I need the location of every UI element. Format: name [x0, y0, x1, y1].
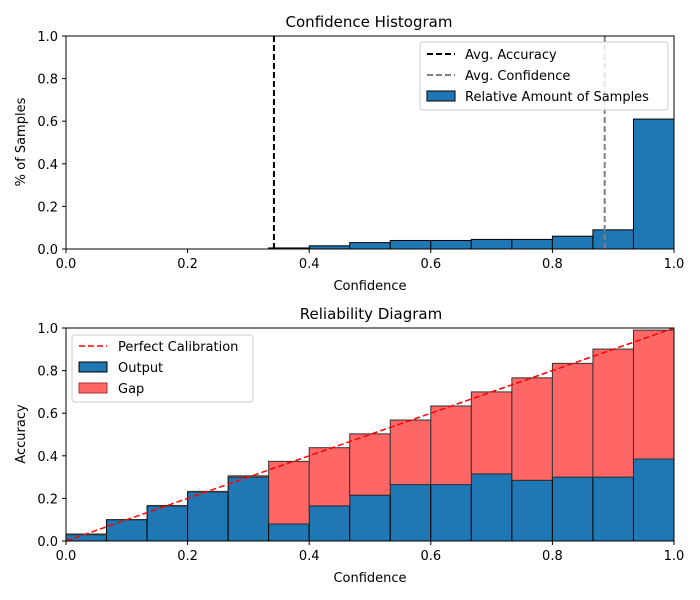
gap-bar — [308, 447, 351, 507]
histogram-legend: Avg. Accuracy Avg. Confidence Relative A… — [419, 41, 669, 111]
histogram-xtick-label: 1.0 — [664, 257, 685, 272]
reliability-ytick-label: 0.8 — [37, 365, 58, 380]
histogram-bar — [470, 238, 513, 250]
histogram-xtick-label: 0.4 — [299, 257, 320, 272]
legend-gap: Gap — [118, 382, 144, 397]
reliability-x-label: Confidence — [333, 571, 406, 586]
histogram-x-ticks: 0.0 0.2 0.4 0.6 0.8 1.0 — [56, 249, 685, 272]
reliability-x-ticks: 0.0 0.2 0.4 0.6 0.8 1.0 — [56, 541, 685, 564]
output-bar — [592, 476, 634, 542]
output-bar — [511, 479, 553, 542]
histogram-ytick-label: 0.2 — [37, 200, 58, 215]
reliability-xtick-label: 0.4 — [299, 549, 320, 564]
output-bar — [65, 534, 108, 542]
reliability-xtick-label: 0.0 — [56, 549, 77, 564]
reliability-title: Reliability Diagram — [300, 305, 442, 323]
histogram-ytick-label: 0.4 — [37, 158, 58, 173]
histogram-y-label: % of Samples — [14, 97, 29, 186]
reliability-ytick-label: 0.2 — [37, 492, 58, 507]
gap-bar — [430, 405, 472, 486]
reliability-xtick-label: 0.8 — [542, 549, 563, 564]
histogram-legend-box — [419, 41, 669, 111]
histogram-xtick-label: 0.6 — [420, 257, 441, 272]
legend-samples-swatch — [426, 90, 456, 102]
histogram-bar — [430, 239, 472, 250]
gap-bar — [632, 329, 675, 460]
histogram-x-label: Confidence — [333, 279, 406, 294]
histogram-bars — [268, 118, 675, 250]
output-bar — [389, 484, 432, 542]
reliability-xtick-label: 0.6 — [420, 549, 441, 564]
legend-output: Output — [118, 361, 163, 376]
histogram-ytick-label: 0.6 — [37, 115, 58, 130]
legend-perfect-calibration: Perfect Calibration — [118, 340, 238, 355]
reliability-ytick-label: 0.0 — [37, 535, 58, 550]
histogram-ytick-label: 0.8 — [37, 73, 58, 88]
output-bar — [227, 476, 270, 542]
histogram-bar — [632, 118, 675, 250]
gap-bar — [511, 377, 553, 481]
output-bar — [632, 458, 675, 542]
reliability-legend: Perfect Calibration Output Gap — [71, 334, 254, 403]
histogram-bar — [551, 235, 594, 250]
legend-samples: Relative Amount of Samples — [465, 90, 649, 105]
histogram-bar — [389, 239, 432, 250]
reliability-xtick-label: 0.2 — [177, 549, 198, 564]
output-bar — [268, 523, 310, 542]
histogram-xtick-label: 0.0 — [56, 257, 77, 272]
output-bar — [551, 476, 594, 542]
gap-bar — [389, 419, 432, 486]
legend-output-swatch — [78, 361, 108, 373]
reliability-frame — [65, 327, 675, 542]
histogram-title: Confidence Histogram — [286, 13, 453, 31]
reliability-ytick-label: 0.6 — [37, 407, 58, 422]
histogram-bar — [511, 238, 553, 250]
gap-bar — [349, 433, 391, 496]
output-bar — [349, 494, 391, 542]
reliability-ytick-label: 0.4 — [37, 450, 58, 465]
histogram-bar — [349, 242, 391, 250]
output-bar — [470, 473, 513, 542]
histogram-xtick-label: 0.8 — [542, 257, 563, 272]
output-bar — [308, 505, 351, 542]
reliability-xtick-label: 1.0 — [664, 549, 685, 564]
gap-bar — [592, 348, 634, 478]
output-bar — [187, 491, 229, 542]
legend-avg-accuracy: Avg. Accuracy — [465, 48, 557, 63]
histogram-y-ticks: 0.0 0.2 0.4 0.6 0.8 1.0 — [37, 30, 66, 258]
gap-bar — [470, 391, 513, 475]
reliability-y-label: Accuracy — [14, 404, 29, 464]
reliability-ytick-label: 1.0 — [37, 322, 58, 337]
legend-gap-swatch — [78, 382, 108, 394]
histogram-frame — [65, 35, 675, 250]
gap-bar — [268, 460, 310, 525]
histogram-bar — [592, 229, 634, 250]
histogram-xtick-label: 0.2 — [177, 257, 198, 272]
reliability-legend-box — [71, 334, 254, 403]
reliability-diagram: Reliability Diagram 0.0 0.2 0.4 0.6 0.8 1.0 0… — [14, 305, 684, 586]
output-bar — [430, 484, 472, 542]
histogram-ytick-label: 1.0 — [37, 30, 58, 45]
output-bar — [106, 519, 148, 542]
reliability-y-ticks: 0.0 0.2 0.4 0.6 0.8 1.0 — [37, 322, 66, 550]
confidence-histogram: Confidence Histogram 0.0 0.2 0.4 0.6 0.8 1.0 … — [14, 13, 684, 294]
gap-bar — [187, 490, 229, 493]
histogram-ytick-label: 0.0 — [37, 243, 58, 258]
perfect-calibration-line — [65, 327, 675, 542]
legend-avg-confidence: Avg. Confidence — [465, 69, 570, 84]
reliability-bars — [65, 329, 675, 542]
gap-bar — [551, 362, 594, 478]
